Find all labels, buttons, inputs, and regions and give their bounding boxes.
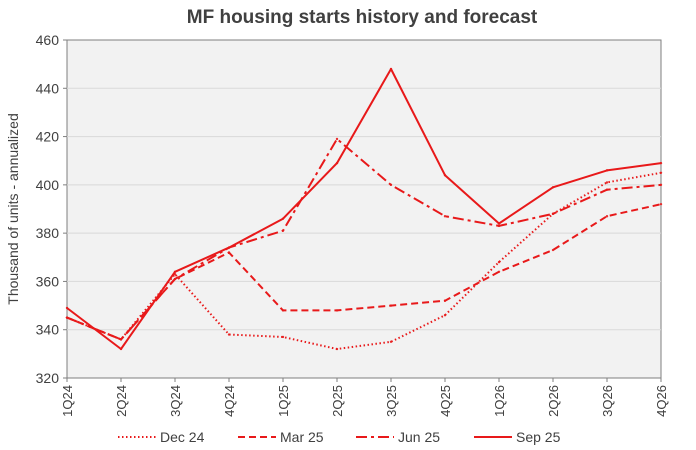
x-tick-label-1Q24: 1Q24: [60, 385, 75, 417]
point-jun-25-3Q26: [605, 188, 609, 191]
point-mar-25-2Q25: [335, 309, 339, 312]
x-tick-label-4Q24: 4Q24: [222, 385, 237, 417]
y-axis-ticks: 320 340 360 380 400 420 440 460: [36, 32, 67, 386]
y-tick-label-400: 400: [36, 177, 60, 193]
chart-title: MF housing starts history and forecast: [187, 7, 538, 28]
y-tick-label-460: 460: [36, 32, 60, 48]
grid-layer: [67, 87, 661, 331]
point-jun-25-2Q24: [119, 338, 123, 341]
plot-area: [66, 39, 662, 379]
point-dec-24-1Q25: [281, 335, 285, 339]
series-line-jun-25: [66, 138, 662, 341]
point-sep-25-2Q26: [551, 186, 555, 189]
y-tick-label-420: 420: [36, 129, 60, 145]
x-tick-label-4Q26: 4Q26: [654, 385, 669, 417]
point-dec-24-4Q25: [443, 314, 447, 317]
legend-label-jun-25: Jun 25: [398, 429, 440, 445]
x-tick-label-2Q26: 2Q26: [546, 385, 561, 417]
point-jun-25-2Q25: [335, 137, 339, 141]
x-tick-label-2Q25: 2Q25: [330, 385, 345, 417]
point-mar-25-1Q26: [497, 270, 501, 273]
point-sep-25-1Q25: [281, 217, 285, 220]
point-dec-24-1Q26: [497, 260, 501, 264]
point-jun-25-3Q24: [173, 277, 177, 281]
point-sep-25-2Q24: [119, 347, 123, 351]
x-tick-label-2Q24: 2Q24: [114, 385, 129, 417]
y-tick-label-440: 440: [36, 80, 60, 96]
point-sep-25-3Q25: [389, 67, 393, 71]
y-tick-label-340: 340: [36, 322, 60, 338]
series-layer: [65, 67, 663, 351]
y-tick-label-320: 320: [36, 370, 60, 386]
point-dec-24-3Q25: [389, 340, 393, 343]
point-sep-25-3Q26: [605, 169, 609, 172]
x-tick-label-3Q25: 3Q25: [384, 385, 399, 417]
point-mar-25-1Q25: [281, 309, 285, 312]
x-axis-ticks: 1Q24 2Q24 3Q24 4Q24 1Q25 2Q25 3Q25 4Q25 1Q26 2Q26…: [60, 378, 669, 417]
point-jun-25-4Q26: [659, 183, 663, 187]
x-tick-label-1Q26: 1Q26: [492, 385, 507, 417]
point-mar-25-3Q25: [389, 304, 393, 307]
point-mar-25-4Q25: [443, 299, 447, 302]
point-mar-25-2Q26: [551, 248, 555, 252]
point-sep-25-3Q24: [173, 270, 177, 273]
point-sep-25-1Q24: [65, 306, 69, 310]
legend-label-dec-24: Dec 24: [160, 429, 205, 445]
point-mar-25-3Q26: [605, 215, 609, 218]
point-sep-25-2Q25: [335, 161, 339, 165]
y-tick-label-380: 380: [36, 225, 60, 241]
point-sep-25-4Q26: [659, 161, 663, 165]
point-sep-25-4Q25: [443, 174, 447, 177]
point-jun-25-1Q24: [65, 316, 69, 319]
point-jun-25-4Q25: [443, 215, 447, 218]
point-sep-25-4Q24: [227, 246, 231, 249]
point-dec-24-2Q25: [335, 347, 339, 351]
legend-label-mar-25: Mar 25: [280, 429, 324, 445]
y-tick-label-360: 360: [36, 273, 60, 289]
x-tick-label-3Q26: 3Q26: [600, 385, 615, 417]
point-sep-25-1Q26: [497, 222, 501, 225]
point-jun-25-2Q26: [551, 212, 555, 216]
x-tick-label-3Q24: 3Q24: [168, 385, 183, 417]
point-dec-24-3Q26: [605, 181, 609, 184]
legend: Dec 24 Mar 25 Jun 25 Sep 25: [118, 429, 561, 445]
point-jun-25-3Q25: [389, 183, 393, 187]
point-dec-24-4Q24: [227, 333, 231, 336]
point-jun-25-1Q26: [497, 224, 501, 228]
x-tick-label-4Q25: 4Q25: [438, 385, 453, 417]
y-axis-label: Thousand of units - annualized: [5, 113, 21, 304]
x-tick-label-1Q25: 1Q25: [276, 385, 291, 417]
series-line-sep-25: [66, 68, 662, 350]
point-mar-25-4Q24: [227, 251, 231, 254]
point-mar-25-4Q26: [659, 202, 663, 206]
point-jun-25-1Q25: [281, 229, 285, 232]
point-dec-24-4Q26: [659, 171, 663, 174]
legend-label-sep-25: Sep 25: [516, 429, 561, 445]
